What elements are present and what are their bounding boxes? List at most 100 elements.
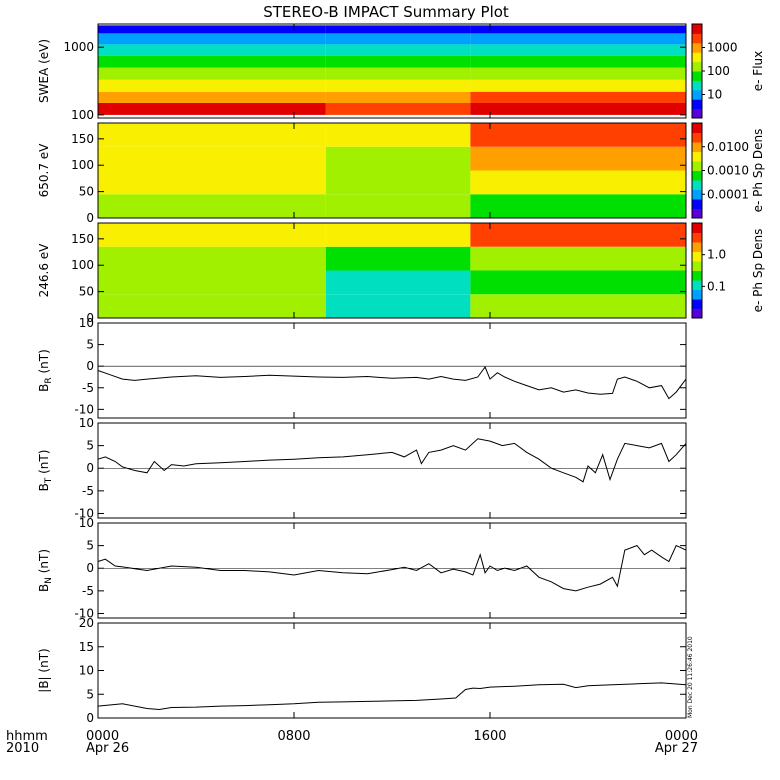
heatmap-cell: [470, 91, 686, 103]
series-line-bt: [97, 438, 687, 483]
y-tick-label: 5: [86, 439, 94, 453]
heatmap-cell: [98, 55, 326, 68]
y-axis-label-pad650: 650.7 eV: [37, 143, 51, 198]
heatmap-cell: [98, 223, 326, 247]
heatmap-cell: [98, 123, 326, 147]
heatmap-cell: [98, 102, 326, 115]
y-tick-label: 100: [71, 108, 94, 122]
colorbar-swatch: [692, 151, 702, 162]
series-line-br: [97, 365, 687, 400]
panel-bmag: 0 5 10 15 20 |B| (nT): [37, 616, 687, 725]
heatmap-cell: [325, 123, 471, 147]
colorbar-swatch: [692, 61, 702, 72]
heatmap-cell: [470, 146, 686, 171]
colorbar-swatch: [692, 280, 702, 290]
heatmap-cell: [98, 44, 326, 56]
heatmap-cell: [325, 170, 471, 195]
panel-frame: [97, 322, 687, 419]
y-axis-label-bmag: |B| (nT): [37, 648, 51, 692]
colorbar-swatch: [692, 42, 702, 53]
heatmap-cell: [325, 91, 471, 103]
y-tick-label: 50: [79, 185, 94, 199]
y-tick-label: 20: [79, 616, 94, 630]
heatmap-cell: [98, 91, 326, 103]
heatmap-cell: [470, 25, 686, 34]
heatmap-cell: [325, 55, 471, 68]
colorbar-tick-label: 0.0010: [707, 164, 749, 178]
colorbar-swatch: [692, 308, 702, 319]
colorbar-tick-label: 10: [707, 88, 722, 102]
colorbar-swatch: [692, 52, 702, 63]
heatmap-cell: [470, 44, 686, 56]
heatmap-cell: [470, 294, 686, 318]
y-axis-label-bt: BT (nT): [37, 450, 54, 492]
heatmap-cell: [325, 67, 471, 80]
y-axis-label-swea: SWEA (eV): [37, 39, 51, 103]
colorbar-swatch: [692, 189, 702, 200]
panel-frame: [97, 122, 687, 219]
heatmap-cell: [470, 67, 686, 80]
colorbar-swatch: [692, 289, 702, 300]
y-tick-label: 0: [86, 711, 94, 725]
heatmap-cell: [98, 67, 326, 80]
colorbar-tick-label: 0.0001: [707, 187, 749, 201]
colorbar-swatch: [692, 161, 702, 171]
colorbar-swatch: [692, 199, 702, 209]
x-tick-label: 0000: [665, 729, 698, 744]
y-tick-label: 0: [86, 561, 94, 575]
colorbar-swatch: [692, 242, 702, 252]
y-tick-label: 150: [71, 232, 94, 246]
x-tick-date-label: Apr 26: [86, 741, 129, 756]
heatmap-cell: [325, 79, 471, 92]
y-tick-label: 1000: [63, 40, 94, 54]
heatmap-cell: [98, 79, 326, 92]
y-axis-label-bn: BN (nT): [37, 549, 54, 592]
heatmap-cell: [325, 25, 471, 34]
colorbar-swatch: [692, 33, 702, 44]
heatmap-cell: [98, 33, 326, 45]
heatmap-cell: [470, 123, 686, 147]
colorbar-tick-label: 0.1: [707, 279, 726, 293]
y-tick-label: 0: [86, 311, 94, 325]
colorbar-swatch: [692, 270, 702, 281]
x-tick-label: 0000: [86, 729, 119, 744]
y-tick-label: 5: [86, 539, 94, 553]
y-axis-label-br: BR (nT): [37, 349, 54, 392]
heatmap-cell: [470, 270, 686, 295]
y-tick-label: 100: [71, 258, 94, 272]
colorbar-swatch: [692, 142, 702, 152]
panel-br: -10 -5 0 5 10 BR (nT): [37, 316, 687, 419]
y-tick-label: 0: [86, 211, 94, 225]
panel-frame: [97, 622, 687, 719]
colorbar-swatch: [692, 299, 702, 309]
panel-frame: [97, 422, 687, 519]
x-tick-label: 1600: [473, 729, 506, 744]
colorbar-tick-label: 1000: [707, 41, 738, 55]
panel-bt: -10 -5 0 5 10 BT (nT): [37, 416, 687, 520]
heatmap-cell: [98, 294, 326, 318]
panel-pad246: 0.1 1.0 e- Ph Sp Dens 0 50 100 150 246.6 eV: [37, 222, 765, 325]
colorbar-swatch: [692, 180, 702, 190]
heatmap-cell: [470, 102, 686, 115]
colorbar-swatch: [692, 223, 702, 233]
colorbar-swatch: [692, 108, 702, 119]
y-tick-label: 10: [79, 316, 94, 330]
colorbar-swatch: [692, 24, 702, 34]
colorbar-swatch: [692, 261, 702, 271]
heatmap-cell: [325, 294, 471, 318]
heatmap-cell: [325, 44, 471, 56]
y-tick-label: 150: [71, 132, 94, 146]
panel-swea: 10 100 1000 e- Flux 100 1000 SWEA (eV): [37, 23, 765, 122]
x-tick-label: 0800: [277, 729, 310, 744]
colorbar-swatch: [692, 123, 702, 133]
heatmap-cell: [470, 55, 686, 68]
colorbar-swatch: [692, 132, 702, 143]
heatmap-cell: [98, 270, 326, 295]
x-axis-unit-label: hhmm: [6, 729, 48, 744]
panel-frame: [97, 222, 687, 319]
heatmap-cell: [470, 246, 686, 271]
x-tick-date-label: Apr 27: [655, 741, 698, 756]
